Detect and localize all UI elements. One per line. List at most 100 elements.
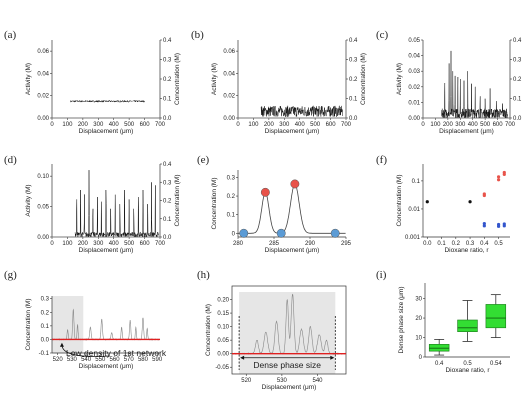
concentration-profile-line xyxy=(238,183,346,234)
y2-tick-label: 0.4 xyxy=(349,38,358,44)
y2-axis-title: Concentration (M) xyxy=(174,174,181,226)
x-axis-title: Displacement (μm) xyxy=(79,128,134,135)
y2-tick-label: 0.1 xyxy=(513,97,522,103)
x-tick-label: 0.4 xyxy=(435,361,444,367)
y-axis-title: Activity (M) xyxy=(396,63,403,95)
scatter-point xyxy=(482,192,486,196)
y-tick-label: 0.10 xyxy=(217,325,229,331)
y-tick-label: 0.00 xyxy=(217,352,229,358)
y2-tick-label: 0.3 xyxy=(513,58,522,64)
x-tick-label: 100 xyxy=(62,122,73,128)
x-tick-label: 700 xyxy=(341,122,352,128)
y2-tick-label: 0.2 xyxy=(349,77,358,83)
box-iqr xyxy=(428,344,450,352)
panel-a-chart: 0 100 200 300 400 500 600 700 Displacement (μm) 0… xyxy=(25,38,181,135)
x-tick-label: 100 xyxy=(62,241,73,247)
x-tick-label: 530 xyxy=(67,357,78,363)
y-axis-title: Concentration (M) xyxy=(205,304,212,356)
profile-marker xyxy=(276,228,286,238)
x-tick-label: 400 xyxy=(468,122,479,128)
y2-tick-label: 0.0 xyxy=(163,116,172,122)
x-tick-label: 285 xyxy=(269,241,280,247)
x-tick-label: 0 xyxy=(50,122,54,128)
panel-label-g: (g) xyxy=(4,269,17,281)
x-tick-label: 600 xyxy=(493,122,504,128)
scatter-point xyxy=(502,222,506,226)
plot-frame xyxy=(231,285,347,375)
x-tick-label: 290 xyxy=(305,241,316,247)
x-tick-label: 400 xyxy=(295,122,306,128)
annotation-label: Dense phase size xyxy=(253,360,321,370)
x-tick-label: 280 xyxy=(233,241,244,247)
scatter-point xyxy=(468,200,472,204)
x-tick-label: 0 xyxy=(421,122,425,128)
panel-label-b: (b) xyxy=(191,29,204,41)
y-tick-label: 0.1 xyxy=(41,324,50,330)
y-tick-label: 0.15 xyxy=(217,311,229,317)
x-tick-label: 0.4 xyxy=(480,241,489,247)
y2-tick-label: 0.0 xyxy=(513,116,522,122)
x-tick-label: 400 xyxy=(109,241,120,247)
y2-axis-title: Concentration (M) xyxy=(174,53,181,105)
x-tick-label: 0 xyxy=(50,241,54,247)
x-axis-title: Displacement (μm) xyxy=(262,384,317,391)
activity-series-line xyxy=(260,105,344,118)
x-axis-title: Displacement (μm) xyxy=(265,247,320,254)
scatter-point xyxy=(502,170,506,175)
x-axis-title: Displacement (μm) xyxy=(265,128,320,135)
annotation-arrowhead xyxy=(59,342,64,347)
x-tick-label: 300 xyxy=(455,122,466,128)
box-iqr xyxy=(457,319,478,332)
x-tick-label: 500 xyxy=(124,122,135,128)
profile-marker xyxy=(260,187,270,197)
x-tick-label: 520 xyxy=(53,357,64,363)
x-tick-label: 0 xyxy=(236,122,240,128)
y-tick-label: 0.02 xyxy=(37,94,49,100)
y-tick-label: 0 xyxy=(232,231,236,237)
x-axis-title: Dioxane ratio, r xyxy=(445,367,490,374)
y-axis-title: Dense phase size (μm) xyxy=(398,287,405,354)
y-tick-label: 0.20 xyxy=(217,298,229,304)
y-tick-label: 30 xyxy=(415,297,422,303)
y-tick-label: 0.00 xyxy=(408,116,420,122)
y2-tick-label: 0.4 xyxy=(513,38,522,44)
x-axis-title: Displacement (μm) xyxy=(79,247,134,254)
x-tick-label: 540 xyxy=(312,378,323,384)
y-axis-title: Activity (M) xyxy=(211,63,218,95)
x-tick-label: 200 xyxy=(264,122,275,128)
y-tick-label: 0.04 xyxy=(408,54,420,60)
x-tick-label: 100 xyxy=(430,122,441,128)
scatter-point xyxy=(425,200,429,204)
y2-tick-label: 0.1 xyxy=(349,97,358,103)
y-tick-label: 0.05 xyxy=(408,38,420,44)
panel-label-d: (d) xyxy=(4,154,17,166)
annotation-label: Low density of 1st network xyxy=(66,348,167,358)
dense-phase-arrowhead-left xyxy=(240,355,245,360)
x-tick-label: 200 xyxy=(78,122,89,128)
x-tick-label: 300 xyxy=(93,241,104,247)
x-tick-label: 700 xyxy=(155,122,166,128)
y-tick-label: 0.3 xyxy=(41,297,50,303)
y-tick-label: 0.05 xyxy=(37,205,49,211)
x-tick-label: 550 xyxy=(95,357,106,363)
panel-d-chart: 0 100 200 300 400 500 600 700 Displacement (μm) 0… xyxy=(25,162,181,254)
x-tick-label: 500 xyxy=(124,241,135,247)
y-tick-label: 0.06 xyxy=(223,49,235,55)
y-tick-label: 0.03 xyxy=(408,69,420,75)
dense-phase-shading xyxy=(239,292,336,374)
x-tick-label: 200 xyxy=(78,241,89,247)
y-tick-label: 0.0 xyxy=(41,337,50,343)
activity-series-line xyxy=(441,50,508,119)
x-tick-label: 300 xyxy=(93,122,104,128)
profile-marker xyxy=(239,228,249,238)
scatter-point xyxy=(482,222,486,226)
y-tick-label: 0.2 xyxy=(41,310,50,316)
x-axis-title: Displacement (μm) xyxy=(439,128,494,135)
y-tick-label: 0.01 xyxy=(408,100,420,106)
y2-tick-label: 0.1 xyxy=(163,217,172,223)
y2-tick-label: 0.4 xyxy=(163,38,172,44)
panel-label-f: (f) xyxy=(376,154,387,166)
y2-tick-label: 0.2 xyxy=(513,77,522,83)
